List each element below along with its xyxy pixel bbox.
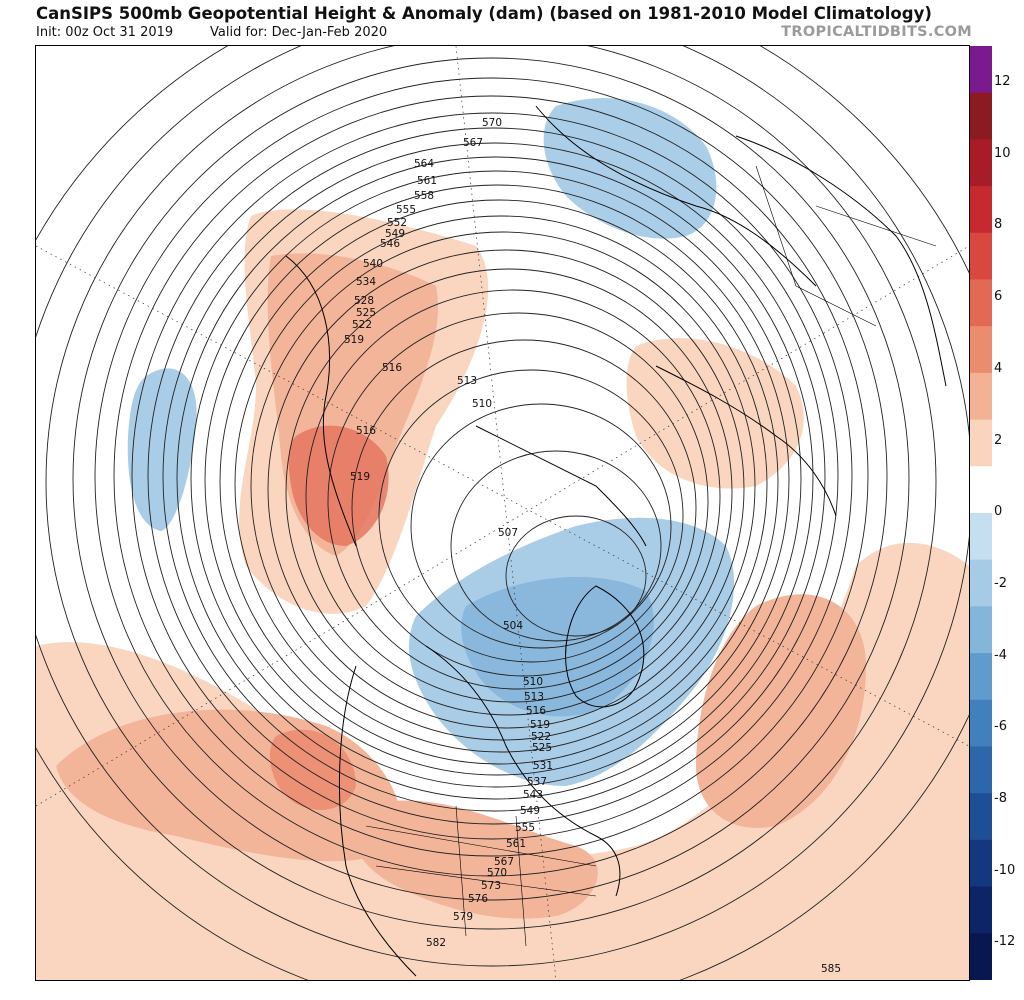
contour-label: 525 — [356, 307, 376, 319]
init-time: Init: 00z Oct 31 2019 — [36, 25, 174, 40]
colorbar-swatch — [970, 886, 992, 934]
map-panel: 570 567 564 561 558 555 552 549 546 540 … — [35, 45, 970, 981]
brand-watermark: TROPICALTIDBITS.COM — [781, 24, 972, 40]
contour-label: 579 — [453, 911, 473, 923]
contour-label: 513 — [457, 375, 477, 387]
contour-label: 522 — [531, 731, 551, 743]
contour-label: 555 — [515, 822, 535, 834]
contour-label: 567 — [463, 137, 483, 149]
contour-label: 525 — [532, 742, 552, 754]
contour-label: 570 — [482, 117, 502, 129]
contour-label: 582 — [426, 937, 446, 949]
colorbar-tick-label: 12 — [994, 74, 1011, 89]
contour-label: 522 — [352, 319, 372, 331]
contour-label: 549 — [385, 228, 405, 240]
map-svg: 570 567 564 561 558 555 552 549 546 540 … — [36, 46, 969, 980]
contour-label: 510 — [472, 398, 492, 410]
contour-label: 519 — [350, 471, 370, 483]
colorbar-swatch — [970, 933, 992, 980]
colorbar-swatch — [970, 419, 992, 467]
colorbar-tick-label: 8 — [994, 217, 1003, 233]
colorbar — [970, 46, 992, 980]
anomaly-positive-pacific-core — [269, 729, 356, 810]
anomaly-positive-west-core — [288, 425, 389, 546]
colorbar-swatch — [970, 513, 992, 561]
anomaly-negative-pacific — [127, 368, 197, 531]
anomaly-positive-south — [36, 542, 969, 980]
contour-label: 537 — [527, 776, 547, 788]
contour-label: 546 — [380, 238, 400, 250]
contour-label: 567 — [494, 856, 514, 868]
contour-label: 558 — [414, 190, 434, 202]
colorbar-tick-label: -12 — [994, 934, 1016, 950]
anomaly-positive-scandinavia — [626, 338, 804, 489]
colorbar-swatch — [970, 372, 992, 421]
borders — [365, 165, 937, 947]
contour-label: 519 — [530, 719, 550, 731]
contour-label: 561 — [506, 838, 526, 850]
contour-label: 516 — [356, 425, 376, 437]
colorbar-swatch — [970, 559, 992, 607]
height-contours — [36, 46, 969, 980]
colorbar-tick-label: 4 — [994, 360, 1003, 376]
contour-label: 528 — [354, 295, 374, 307]
colorbar-tick-label: -4 — [994, 647, 1007, 663]
anomaly-negative-siberia — [543, 98, 717, 239]
colorbar-swatch — [970, 92, 992, 140]
contour-label: 585 — [821, 963, 841, 975]
colorbar-swatch — [970, 326, 992, 374]
colorbar-tick-label: -8 — [994, 791, 1007, 806]
valid-period: Valid for: Dec-Jan-Feb 2020 — [210, 25, 388, 40]
colorbar-tick-label: 6 — [994, 289, 1003, 305]
contour-label: 513 — [524, 691, 544, 703]
contour-label: 516 — [382, 362, 402, 374]
contour-label: 555 — [396, 204, 416, 216]
chart-title: CanSIPS 500mb Geopotential Height & Anom… — [36, 4, 932, 23]
colorbar-swatch — [970, 839, 992, 888]
colorbar-swatch — [970, 746, 992, 794]
contour-label: 564 — [414, 158, 434, 170]
contour-label: 534 — [356, 276, 376, 288]
anomaly-positive-atlantic — [696, 594, 866, 828]
coastlines — [285, 105, 947, 977]
contour-label: 504 — [503, 620, 523, 632]
colorbar-tick-label: 2 — [994, 432, 1003, 448]
contour-label: 543 — [523, 789, 543, 801]
colorbar-tick-label: -10 — [994, 862, 1016, 878]
contour-labels: 570 567 564 561 558 555 552 549 546 540 … — [344, 117, 841, 975]
colorbar-swatch — [970, 699, 992, 747]
contour-label: 531 — [533, 760, 553, 772]
colorbar-swatch — [970, 46, 992, 94]
anomaly-shading — [36, 98, 969, 980]
colorbar-tick-label: -6 — [994, 719, 1007, 735]
colorbar-swatch — [970, 466, 992, 514]
contour-label: 510 — [523, 676, 543, 688]
colorbar-swatch — [970, 793, 992, 841]
colorbar-tick-label: 10 — [994, 145, 1011, 161]
contour-label: 570 — [487, 867, 507, 879]
contour-label: 507 — [498, 527, 518, 539]
contour-label: 561 — [417, 175, 437, 187]
contour-label: 549 — [520, 805, 540, 817]
colorbar-tick-label: 0 — [994, 504, 1003, 520]
colorbar-swatch — [970, 606, 992, 654]
contour-label: 552 — [387, 217, 407, 229]
colorbar-swatch — [970, 653, 992, 701]
contour-label: 540 — [363, 258, 383, 270]
colorbar-swatch — [970, 139, 992, 187]
colorbar-tick-label: -2 — [994, 575, 1007, 591]
colorbar-svg — [970, 46, 992, 980]
contour-label: 519 — [344, 334, 364, 346]
colorbar-swatch — [970, 186, 992, 234]
contour-label: 573 — [481, 880, 501, 892]
colorbar-swatch — [970, 279, 992, 327]
contour-label: 576 — [468, 893, 488, 905]
colorbar-swatch — [970, 232, 992, 280]
graticule — [36, 46, 969, 980]
contour-label: 516 — [526, 705, 546, 717]
